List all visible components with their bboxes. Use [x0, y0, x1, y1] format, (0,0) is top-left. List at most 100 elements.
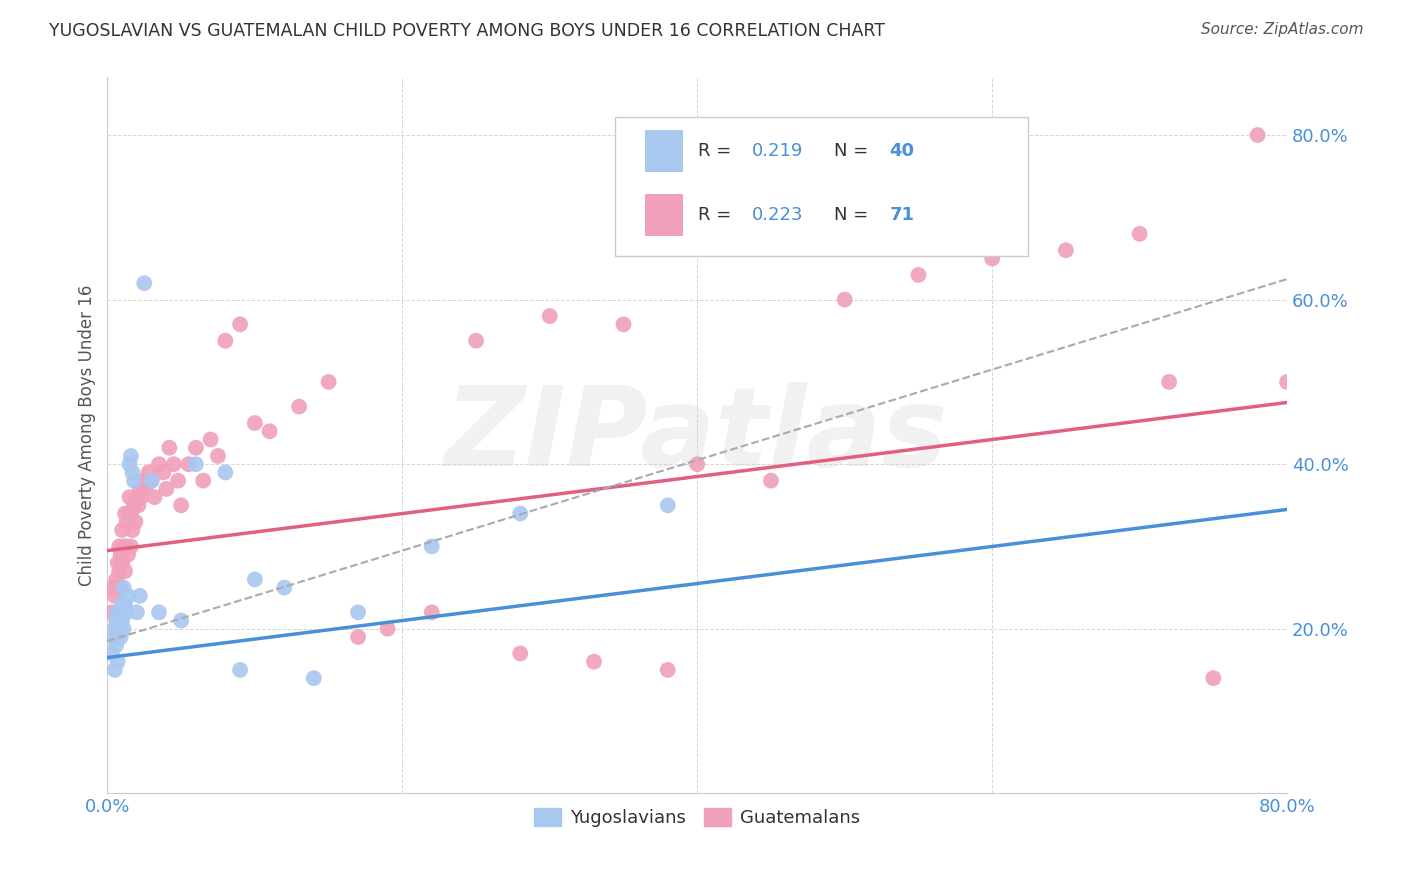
Point — [115, 515, 138, 529]
Point — [107, 630, 129, 644]
Point — [134, 474, 156, 488]
Point — [1159, 375, 1181, 389]
Point — [214, 334, 236, 348]
FancyBboxPatch shape — [614, 117, 1028, 256]
Point — [129, 490, 152, 504]
Point — [377, 622, 399, 636]
Point — [538, 309, 561, 323]
Point — [612, 318, 634, 332]
Point — [114, 564, 136, 578]
Text: YUGOSLAVIAN VS GUATEMALAN CHILD POVERTY AMONG BOYS UNDER 16 CORRELATION CHART: YUGOSLAVIAN VS GUATEMALAN CHILD POVERTY … — [49, 22, 886, 40]
Point — [981, 252, 1004, 266]
Point — [138, 466, 160, 480]
Point — [110, 548, 132, 562]
Point — [115, 540, 138, 554]
Point — [141, 474, 163, 488]
Text: R =: R = — [699, 142, 737, 160]
Point — [108, 614, 131, 628]
Point — [120, 449, 142, 463]
FancyBboxPatch shape — [645, 194, 683, 236]
Point — [214, 466, 236, 480]
FancyBboxPatch shape — [645, 129, 683, 172]
Point — [110, 630, 132, 644]
Point — [420, 605, 443, 619]
Point — [582, 655, 605, 669]
Point — [907, 268, 929, 282]
Point — [111, 523, 134, 537]
Point — [509, 647, 531, 661]
Point — [170, 614, 193, 628]
Point — [118, 507, 141, 521]
Point — [207, 449, 229, 463]
Point — [163, 457, 186, 471]
Point — [420, 540, 443, 554]
Point — [1246, 128, 1268, 142]
Point — [193, 474, 215, 488]
Text: 71: 71 — [890, 206, 914, 224]
Point — [111, 556, 134, 570]
Point — [117, 589, 139, 603]
Point — [105, 638, 128, 652]
Y-axis label: Child Poverty Among Boys Under 16: Child Poverty Among Boys Under 16 — [79, 285, 96, 586]
Point — [184, 441, 207, 455]
Point — [101, 605, 124, 619]
Point — [509, 507, 531, 521]
Point — [105, 614, 128, 628]
Point — [111, 614, 134, 628]
Text: 40: 40 — [890, 142, 914, 160]
Point — [104, 663, 127, 677]
Point — [347, 605, 370, 619]
Point — [125, 605, 148, 619]
Point — [121, 523, 143, 537]
Point — [259, 424, 281, 438]
Point — [834, 293, 856, 307]
Point — [112, 622, 135, 636]
Point — [657, 663, 679, 677]
Point — [103, 581, 125, 595]
Point — [112, 581, 135, 595]
Point — [243, 573, 266, 587]
Point — [141, 474, 163, 488]
Point — [107, 655, 129, 669]
Point — [152, 466, 174, 480]
Point — [200, 433, 222, 447]
Text: ZIPatlas: ZIPatlas — [446, 382, 949, 489]
Point — [101, 647, 124, 661]
Text: 0.223: 0.223 — [751, 206, 803, 224]
Point — [347, 630, 370, 644]
Point — [104, 622, 127, 636]
Point — [107, 605, 129, 619]
Point — [112, 540, 135, 554]
Point — [125, 490, 148, 504]
Point — [177, 457, 200, 471]
Point — [302, 671, 325, 685]
Point — [148, 457, 170, 471]
Point — [104, 589, 127, 603]
Point — [120, 540, 142, 554]
Point — [148, 605, 170, 619]
Point — [107, 556, 129, 570]
Point — [170, 499, 193, 513]
Point — [1054, 244, 1077, 258]
Point — [288, 400, 311, 414]
Text: R =: R = — [699, 206, 737, 224]
Point — [759, 474, 782, 488]
Point — [115, 605, 138, 619]
Point — [128, 589, 150, 603]
Point — [122, 474, 145, 488]
Point — [105, 573, 128, 587]
Point — [1275, 375, 1298, 389]
Text: 0.219: 0.219 — [751, 142, 803, 160]
Point — [114, 507, 136, 521]
Point — [127, 499, 149, 513]
Point — [117, 548, 139, 562]
Point — [229, 318, 252, 332]
Point — [273, 581, 295, 595]
Text: N =: N = — [834, 142, 875, 160]
Point — [1202, 671, 1225, 685]
Point — [118, 457, 141, 471]
Point — [121, 466, 143, 480]
Point — [1129, 227, 1152, 241]
Point — [108, 564, 131, 578]
Point — [108, 622, 131, 636]
